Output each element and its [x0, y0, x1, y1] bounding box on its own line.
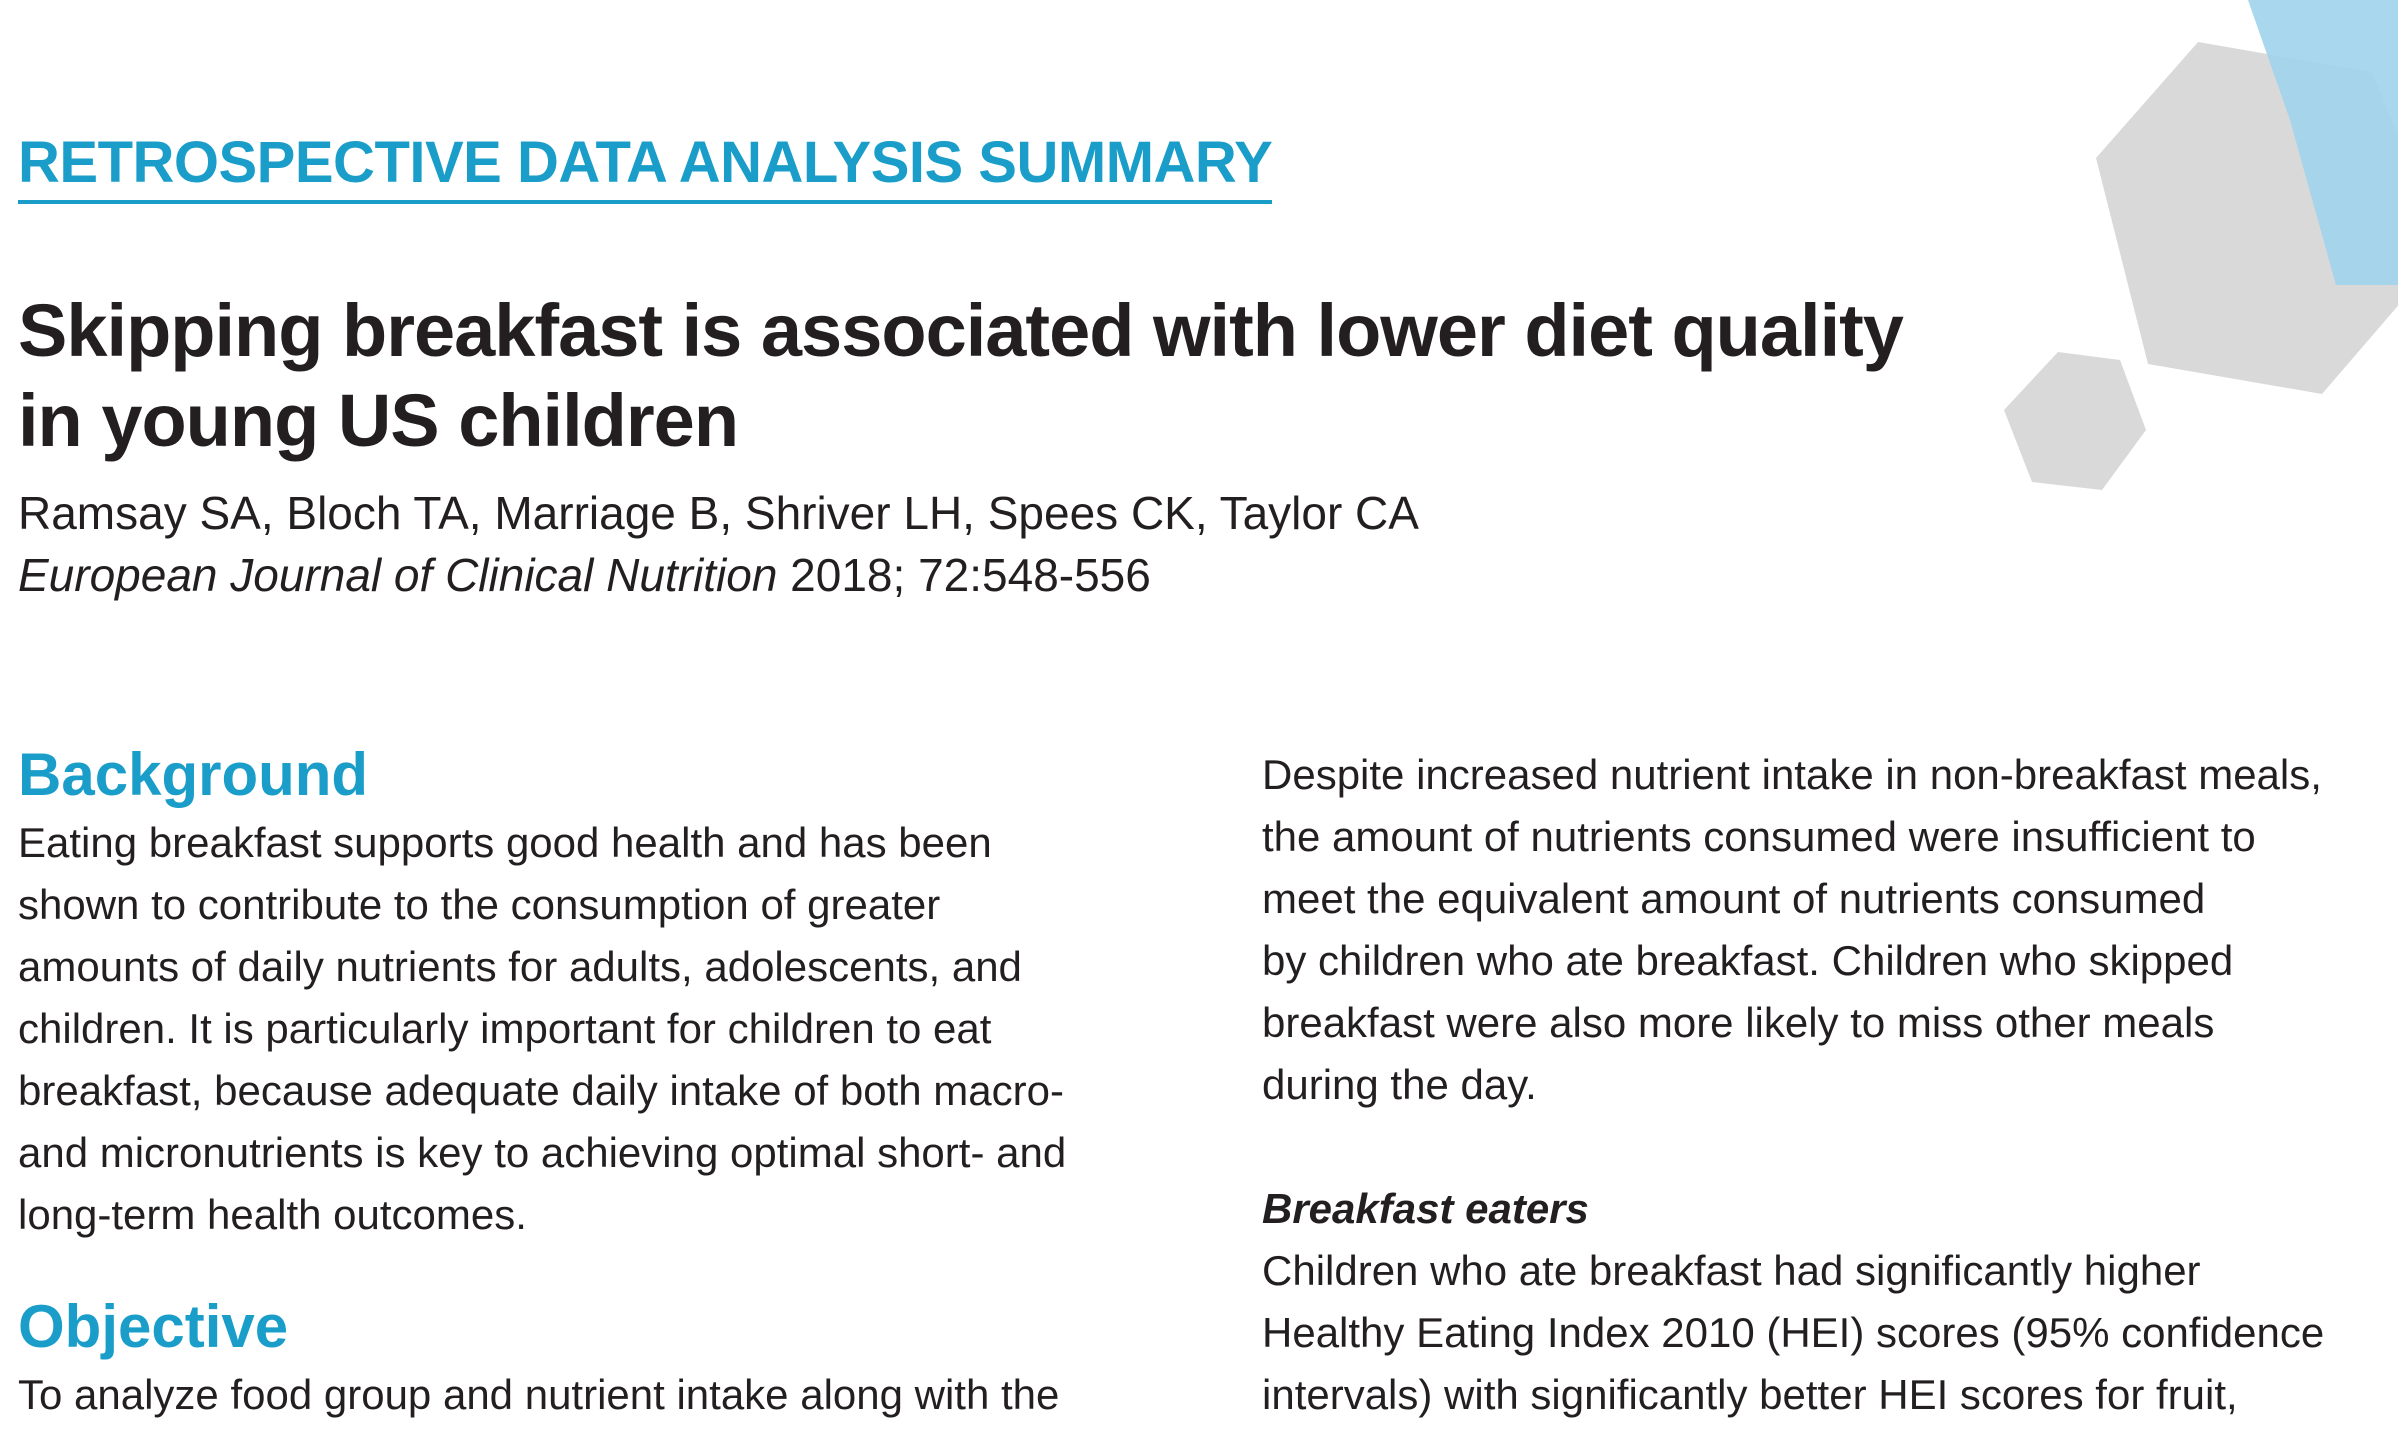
paragraph-line: shown to contribute to the consumption o…: [18, 881, 941, 928]
breakfast-eaters-heading: Breakfast eaters: [1262, 1185, 1589, 1232]
article-title-line: Skipping breakfast is associated with lo…: [18, 289, 1904, 372]
paragraph-line: during the day.: [1262, 1061, 1537, 1108]
citation-detail: 2018; 72:548-556: [777, 549, 1151, 601]
paragraph-line: Despite increased nutrient intake in non…: [1262, 751, 2322, 798]
paragraph-line: the amount of nutrients consumed were in…: [1262, 813, 2256, 860]
journal-name: European Journal of Clinical Nutrition: [18, 549, 778, 601]
right-column: Despite increased nutrient intake in non…: [1262, 744, 2398, 1426]
paragraph-line: breakfast, because adequate daily intake…: [18, 1067, 1064, 1114]
paragraph-line: To analyze food group and nutrient intak…: [18, 1371, 1060, 1418]
objective-paragraph: To analyze food group and nutrient intak…: [18, 1364, 1178, 1426]
paragraph-line: children. It is particularly important f…: [18, 1005, 992, 1052]
journal-citation: European Journal of Clinical Nutrition 2…: [18, 544, 1151, 606]
background-heading: Background: [18, 741, 369, 808]
paragraph-line: amounts of daily nutrients for adults, a…: [18, 943, 1022, 990]
results-intro-paragraph: Despite increased nutrient intake in non…: [1262, 744, 2398, 1116]
small-gray-hexagon: [2004, 352, 2146, 490]
large-gray-hexagon: [2096, 42, 2398, 394]
blue-hexagon: [2248, 0, 2398, 285]
paragraph-line: Children who ate breakfast had significa…: [1262, 1247, 2201, 1294]
objective-heading: Objective: [18, 1293, 289, 1360]
left-column: Background Eating breakfast supports goo…: [18, 740, 1178, 1426]
document-type-label: RETROSPECTIVE DATA ANALYSIS SUMMARY: [18, 128, 1273, 204]
paragraph-line: Eating breakfast supports good health an…: [18, 819, 992, 866]
paragraph-line: intervals) with significantly better HEI…: [1262, 1371, 2238, 1418]
background-paragraph: Eating breakfast supports good health an…: [18, 812, 1178, 1246]
article-title-line: in young US children: [18, 379, 739, 462]
paragraph-line: long-term health outcomes.: [18, 1191, 527, 1238]
article-title: Skipping breakfast is associated with lo…: [18, 286, 1998, 466]
paragraph-line: Healthy Eating Index 2010 (HEI) scores (…: [1262, 1309, 2325, 1356]
author-list: Ramsay SA, Bloch TA, Marriage B, Shriver…: [18, 487, 1419, 539]
paragraph-line: breakfast were also more likely to miss …: [1262, 999, 2215, 1046]
breakfast-eaters-paragraph: Children who ate breakfast had significa…: [1262, 1240, 2398, 1426]
paragraph-line: and micronutrients is key to achieving o…: [18, 1129, 1067, 1176]
paragraph-line: by children who ate breakfast. Children …: [1262, 937, 2234, 984]
paragraph-line: meet the equivalent amount of nutrients …: [1262, 875, 2206, 922]
